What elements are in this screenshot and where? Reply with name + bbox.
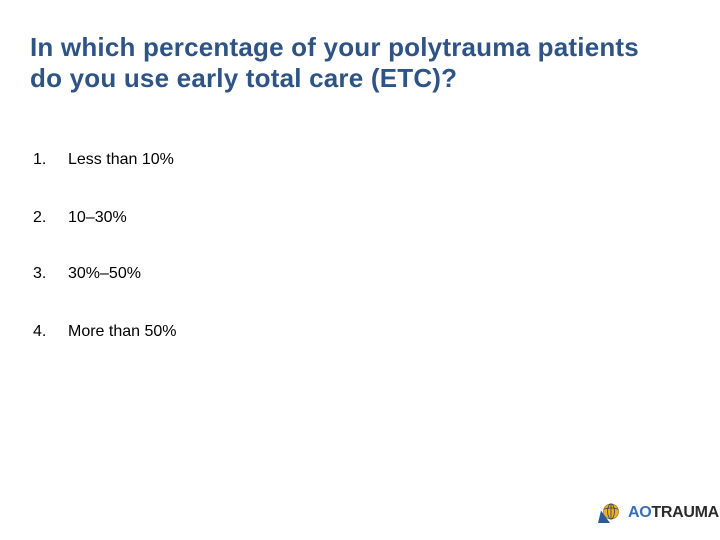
logo-trauma-text: TRAUMA <box>651 504 719 521</box>
option-label: 30%–50% <box>68 265 141 282</box>
logo-wordmark: AOTRAUMA <box>628 504 719 522</box>
option-label: More than 50% <box>68 323 177 340</box>
option-number: 1. <box>33 151 47 168</box>
option-number: 2. <box>33 209 47 226</box>
option-label: 10–30% <box>68 209 127 226</box>
logo-ao-text: AO <box>628 504 652 521</box>
question-title: In which percentage of your polytrauma p… <box>30 32 639 93</box>
ao-trauma-logo: AOTRAUMA <box>597 501 719 525</box>
answer-option-4: 4. More than 50% <box>33 322 177 342</box>
answer-option-1: 1. Less than 10% <box>33 150 174 170</box>
answer-option-2: 2. 10–30% <box>33 208 127 228</box>
option-number: 4. <box>33 323 47 340</box>
answer-option-3: 3. 30%–50% <box>33 264 141 284</box>
option-label: Less than 10% <box>68 151 174 168</box>
ao-globe-triangle-icon <box>597 502 620 525</box>
option-number: 3. <box>33 265 47 282</box>
